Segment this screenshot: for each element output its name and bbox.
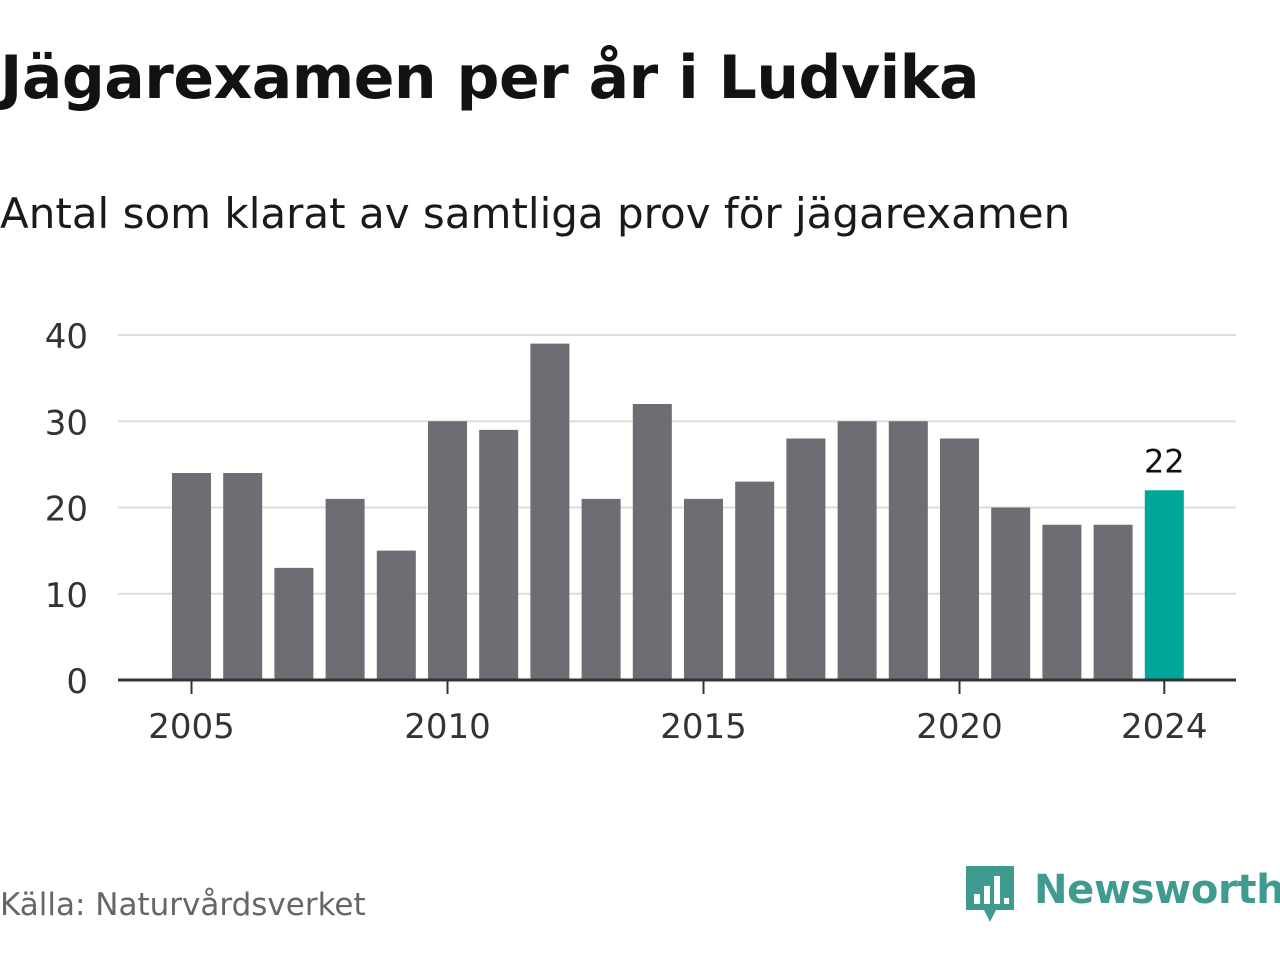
y-tick-label: 30 bbox=[45, 403, 88, 443]
bar bbox=[530, 343, 570, 680]
bar bbox=[479, 429, 519, 680]
bar bbox=[684, 498, 723, 680]
data-label-2024: 22 bbox=[1144, 442, 1185, 480]
x-axis bbox=[118, 678, 1236, 694]
bar bbox=[940, 438, 979, 680]
bar bbox=[172, 473, 211, 680]
brand-name: Newsworthy bbox=[1034, 867, 1280, 913]
newsworthy-logo-icon bbox=[966, 866, 1014, 922]
bar bbox=[837, 421, 877, 680]
x-axis-tick-labels: 2005 2010 2015 2020 2024 bbox=[148, 707, 1207, 747]
bar bbox=[735, 481, 775, 680]
x-tick-label: 2010 bbox=[404, 707, 491, 747]
bar bbox=[632, 404, 672, 680]
y-tick-label: 10 bbox=[45, 576, 88, 616]
y-tick-label: 40 bbox=[45, 317, 88, 357]
bar bbox=[1042, 524, 1082, 680]
chart-subtitle: Antal som klarat av samtliga prov för jä… bbox=[0, 189, 1071, 238]
bar-chart: 0 10 20 30 40 2005 2010 2015 2020 2024 22 bbox=[45, 317, 1236, 747]
bar bbox=[428, 421, 467, 680]
bar bbox=[325, 498, 365, 680]
brand: Newsworthy bbox=[964, 864, 1280, 926]
y-tick-label: 20 bbox=[45, 490, 88, 530]
bar bbox=[376, 550, 416, 680]
bar-highlight bbox=[1144, 490, 1184, 680]
bar bbox=[888, 421, 928, 680]
x-tick-label: 2005 bbox=[148, 707, 235, 747]
bar bbox=[991, 507, 1031, 680]
bar bbox=[581, 498, 621, 680]
bar bbox=[223, 473, 263, 680]
x-tick-label: 2020 bbox=[916, 707, 1003, 747]
chart-title: Jägarexamen per år i Ludvika bbox=[0, 43, 980, 113]
bar bbox=[1093, 524, 1133, 680]
x-tick-label: 2024 bbox=[1121, 707, 1208, 747]
bar bbox=[786, 438, 826, 680]
x-tick-label: 2015 bbox=[660, 707, 747, 747]
source-note: Källa: Naturvårdsverket bbox=[0, 887, 366, 923]
bar bbox=[274, 567, 314, 680]
y-axis-tick-labels: 0 10 20 30 40 bbox=[45, 317, 88, 702]
bars bbox=[172, 343, 1184, 680]
data-labels: 22 bbox=[1144, 442, 1185, 480]
y-tick-label: 0 bbox=[66, 662, 88, 702]
